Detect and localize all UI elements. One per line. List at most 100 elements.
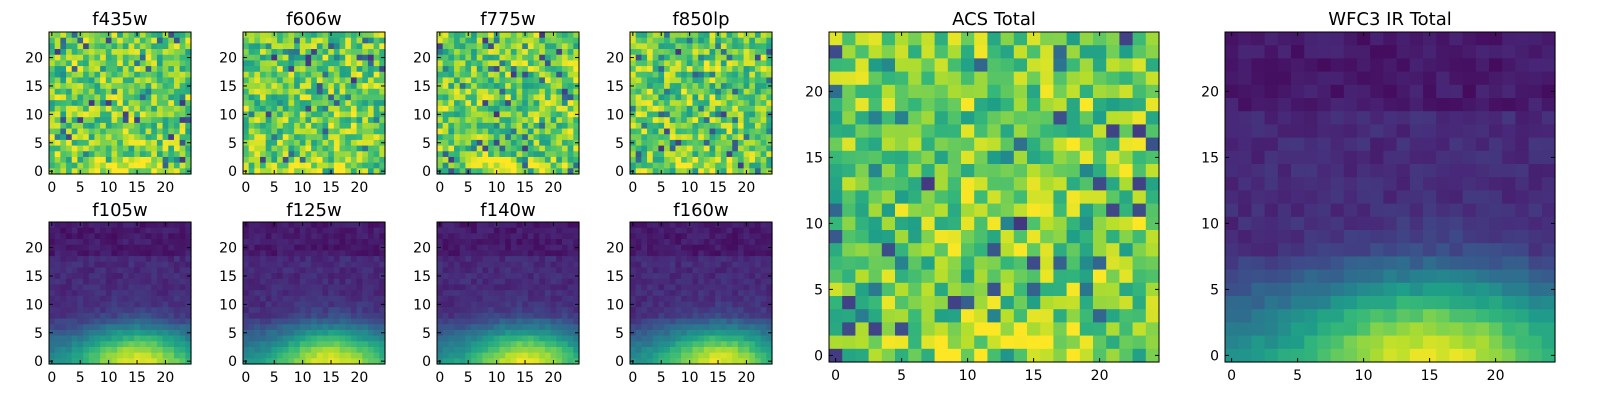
heatmap-cell [737,111,745,118]
heatmap-cell [345,341,352,348]
heatmap-cell [1000,230,1015,244]
heatmap-cell [493,162,501,169]
heatmap-cell [493,233,501,240]
heatmap-cell [482,222,489,229]
heatmap-cell [544,128,552,135]
heatmap-cell [934,84,949,99]
heatmap-cell [499,284,506,291]
heatmap-cell [350,77,358,84]
heatmap-cell [527,71,535,79]
heatmap-cell [561,301,569,308]
heatmap-cell [162,134,169,141]
heatmap-cell [254,128,261,135]
heatmap-cell [271,37,278,44]
heatmap-cell [448,301,455,308]
heatmap-cell [1132,32,1147,46]
heatmap-cell [561,290,569,297]
heatmap-cell [482,227,489,234]
axes-frame [242,221,386,365]
heatmap-cell [277,111,284,118]
heatmap-cell [379,250,386,257]
heatmap-cell [658,117,665,124]
heatmap-cell [362,156,369,164]
heatmap-cell [54,111,61,118]
heatmap-cell [305,335,312,342]
heatmap-cell [305,329,312,337]
heatmap-cell [1106,335,1120,350]
heatmap-cell [533,32,540,39]
heatmap-cell [961,45,975,59]
heatmap-cell [539,278,546,286]
heatmap-cell [961,137,975,152]
heatmap-cell [49,60,56,67]
heatmap-cell [254,37,261,44]
heatmap-cell [373,273,380,280]
heatmap-cell [493,117,501,124]
heatmap-cell [173,261,181,269]
heatmap-cell [1106,309,1120,323]
heatmap-cell [305,105,312,113]
heatmap-cell [282,37,290,44]
heatmap-cell [1132,137,1147,152]
heatmap-cell [1040,98,1054,112]
heatmap-cell [156,244,164,251]
heatmap-cell [322,168,329,175]
heatmap-cell [83,134,90,141]
heatmap-cell [1000,124,1015,139]
heatmap-cell [83,312,90,320]
heatmap-cell [720,94,728,101]
heatmap-cell [185,312,192,320]
heatmap-cell [350,156,358,164]
heatmap-cell [173,290,181,297]
heatmap-cell [260,111,267,118]
heatmap-cell [367,168,375,175]
heatmap-cell [1053,190,1068,205]
heatmap-cell [248,156,255,164]
heatmap-cell [254,77,261,84]
heatmap-cell [516,301,523,308]
heatmap-cell [499,162,506,169]
heatmap-cell [162,128,169,135]
heatmap-cell [516,261,523,269]
heatmap-cell [471,117,478,124]
heatmap-cell [156,352,164,359]
heatmap-cell [567,168,574,175]
heatmap-cell [1132,269,1147,284]
heatmap-cell [493,290,501,297]
heatmap-cell [156,312,164,320]
heatmap-cell [459,273,466,280]
heatmap-cell [698,156,705,164]
heatmap-cell [66,71,73,79]
heatmap-cell [766,37,773,44]
heatmap-cell [345,100,352,107]
heatmap-cell [454,168,461,175]
heatmap-cell [709,37,716,44]
heatmap-cell [100,94,107,101]
heatmap-cell [868,71,883,86]
heatmap-cell [362,162,369,169]
heatmap-cell [156,278,164,286]
heatmap-cell [151,250,158,257]
heatmap-cell [88,156,96,164]
heatmap-cell [77,111,84,118]
heatmap-cell [630,162,637,169]
heatmap-cell [339,71,346,79]
heatmap-cell [379,346,386,354]
heatmap-cell [311,54,318,61]
heatmap-cell [720,105,728,113]
heatmap-cell [254,117,261,124]
heatmap-cell [437,71,444,79]
heatmap-cell [522,139,529,147]
heatmap-cell [709,151,716,158]
heatmap-cell [105,122,113,130]
heatmap-cell [703,94,711,101]
heatmap-cell [179,88,186,96]
heatmap-cell [66,168,73,175]
heatmap-cell [111,43,118,50]
heatmap-cell [754,83,762,90]
heatmap-cell [311,341,318,348]
heatmap-cell [339,122,346,130]
heatmap-cell [692,122,699,130]
heatmap-cell [1145,296,1160,310]
heatmap-cell [60,117,67,124]
